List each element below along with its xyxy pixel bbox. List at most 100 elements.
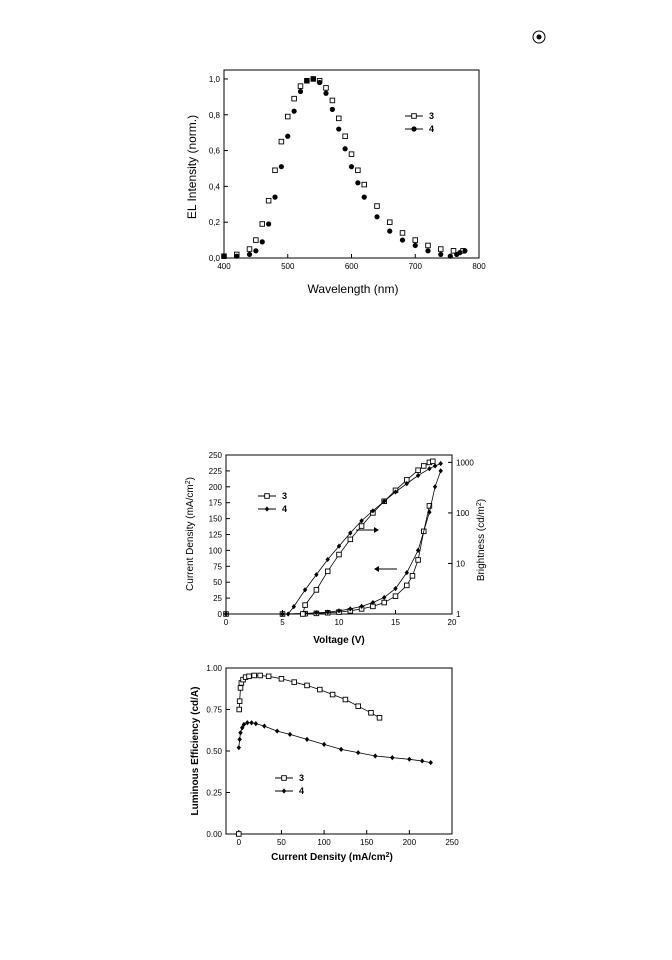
chart-2-series-4-point xyxy=(348,530,353,536)
arrow-left-icon xyxy=(374,566,397,572)
chart-1-series-4-point xyxy=(457,250,463,256)
chart-3-legend-label: 4 xyxy=(299,786,304,796)
chart-3-series-4-point xyxy=(419,758,425,764)
chart-1-series-4-point xyxy=(310,76,316,82)
chart-3-series-4-point xyxy=(249,720,254,726)
chart-1-xtick-label: 800 xyxy=(472,262,486,271)
chart-3-series-4-point xyxy=(407,756,412,762)
chart-3-series-3-point xyxy=(236,831,242,837)
chart-3-ylabel: Luminous Efficiency (cd/A) xyxy=(190,687,201,816)
chart-1-series-3-point xyxy=(355,167,361,174)
chart-2-series-3-point xyxy=(336,551,342,558)
chart-1-ytick-label: 0,8 xyxy=(209,111,221,120)
chart-2-series-4-point xyxy=(393,489,398,495)
chart-2-xtick-label: 5 xyxy=(280,618,285,627)
chart-1-series-4-point xyxy=(259,239,265,245)
chart-2-series-3-point xyxy=(358,523,365,529)
chart-2-xtick-label: 0 xyxy=(224,618,229,627)
chart-2-series-4-point xyxy=(280,611,285,617)
chart-2-series-4-point xyxy=(438,468,443,474)
chart-3-legend-marker xyxy=(281,788,287,794)
chart-2-series-4-point xyxy=(314,610,319,616)
chart-2-series-4-point xyxy=(404,570,409,576)
chart-3-xtick-label: 150 xyxy=(360,838,374,847)
chart-2-legend-marker xyxy=(264,506,270,512)
chart-3-series-4-point xyxy=(262,723,267,729)
chart-1-series-3-point xyxy=(336,115,342,122)
chart-1-ytick-label: 0,2 xyxy=(209,218,221,227)
chart-2-ytick-label: 0 xyxy=(218,610,223,619)
chart-2-ytick-label: 25 xyxy=(213,594,222,603)
chart-3-legend-label: 3 xyxy=(299,773,304,783)
chart-1-series-3-point xyxy=(265,197,272,204)
chart-3-ytick-label: 0.00 xyxy=(206,830,222,839)
chart-1-series-4-point xyxy=(272,194,278,200)
chart-1-series-3-point xyxy=(329,97,336,104)
chart-1-series-3-point xyxy=(399,230,406,236)
chart-3-ytick-label: 0.25 xyxy=(206,789,222,798)
chart-3-series-4-point xyxy=(236,745,241,751)
chart-2-series-3-point xyxy=(409,573,416,579)
chart-2-series-3-point xyxy=(430,458,436,465)
chart-3-series-4-point xyxy=(274,728,280,734)
chart-1-series-3-point xyxy=(361,181,368,188)
chart-3-xlabel: Current Density (mA/cm2) xyxy=(271,852,393,863)
chart-1-series-4-point xyxy=(412,242,418,249)
chart-3-xtick-label: 200 xyxy=(403,838,417,847)
chart-1-series-4-point xyxy=(387,228,393,234)
chart-1-series-4-point xyxy=(297,88,304,95)
chart-1-ytick-label: 0,6 xyxy=(209,147,221,156)
chart-1-ytick-label: 0,4 xyxy=(209,182,221,191)
jvl-chart: 0 5 10 15 2002550751001251501752002252501101… xyxy=(185,451,487,646)
chart-3-series-4-point xyxy=(355,750,361,756)
chart-1-layer: 400 500 600 700 800 0,0 0,2 0,4 0,6 0,8 1,0 3 4 xyxy=(209,69,486,271)
chart-2-series-4-point xyxy=(325,556,330,563)
chart-3-ytick-label: 1.00 xyxy=(206,664,222,673)
chart-1-xtick-label: 600 xyxy=(345,262,359,271)
chart-3-series-3-point xyxy=(368,710,374,716)
chart-3-series-3-point xyxy=(291,679,297,685)
chart-2-series-4-left-line xyxy=(226,470,442,615)
chart-3-series-3-point xyxy=(278,676,285,682)
chart-2-legend-label: 3 xyxy=(282,491,287,501)
chart-2-series-3-point xyxy=(415,557,421,563)
chart-3-series-3-line xyxy=(238,675,380,719)
chart-3-series-3-point xyxy=(236,698,243,704)
chart-1-series-4-point xyxy=(336,126,342,132)
circle-dot-icon xyxy=(532,30,546,44)
chart-2-series-4-point xyxy=(314,572,319,578)
chart-1-xtick-label: 700 xyxy=(409,262,423,271)
chart-3-ytick-label: 0.75 xyxy=(206,706,222,715)
chart-3-series-4-point xyxy=(287,731,293,737)
chart-3-series-4-point xyxy=(240,725,245,731)
chart-1-series-4-point xyxy=(425,248,431,254)
chart-2-series-3-left-line xyxy=(226,505,430,615)
chart-3-legend-marker xyxy=(281,775,287,781)
chart-1-series-4-point xyxy=(462,248,468,254)
chart-1-series-3-point xyxy=(291,95,297,102)
chart-1-series-3-point xyxy=(348,151,355,157)
chart-2-series-4-point xyxy=(432,484,438,490)
chart-1-legend-marker xyxy=(411,126,417,132)
chart-2-layer: 0 5 10 15 2002550751001251501752002252501101… xyxy=(209,451,475,627)
chart-1-series-4-point xyxy=(374,214,380,220)
chart-2-xtick-label: 10 xyxy=(335,618,344,627)
chart-2-legend-label: 4 xyxy=(282,504,287,514)
chart-1-series-4-point xyxy=(348,164,355,170)
chart-3-series-4-point xyxy=(253,721,259,727)
chart-1-series-3-point xyxy=(342,133,348,139)
chart-2-series-3-point xyxy=(313,587,320,593)
chart-1-series-4-point xyxy=(291,108,297,114)
chart-2-xtick-label: 15 xyxy=(391,618,400,627)
chart-1-ytick-label: 0,0 xyxy=(209,254,221,263)
chart-3-series-3-point xyxy=(304,682,310,689)
chart-1-series-3-point xyxy=(323,85,329,91)
chart-3-series-3-point xyxy=(329,691,336,698)
chart-1-xtick-label: 500 xyxy=(281,262,295,271)
chart-1-series-3-point xyxy=(278,138,285,145)
chart-1-series-4-point xyxy=(355,180,361,186)
chart-1-series-4-point xyxy=(438,251,444,258)
chart-2-series-4-point xyxy=(302,587,308,593)
chart-1-legend-label: 3 xyxy=(429,111,434,121)
chart-2-series-3-point xyxy=(421,463,427,469)
